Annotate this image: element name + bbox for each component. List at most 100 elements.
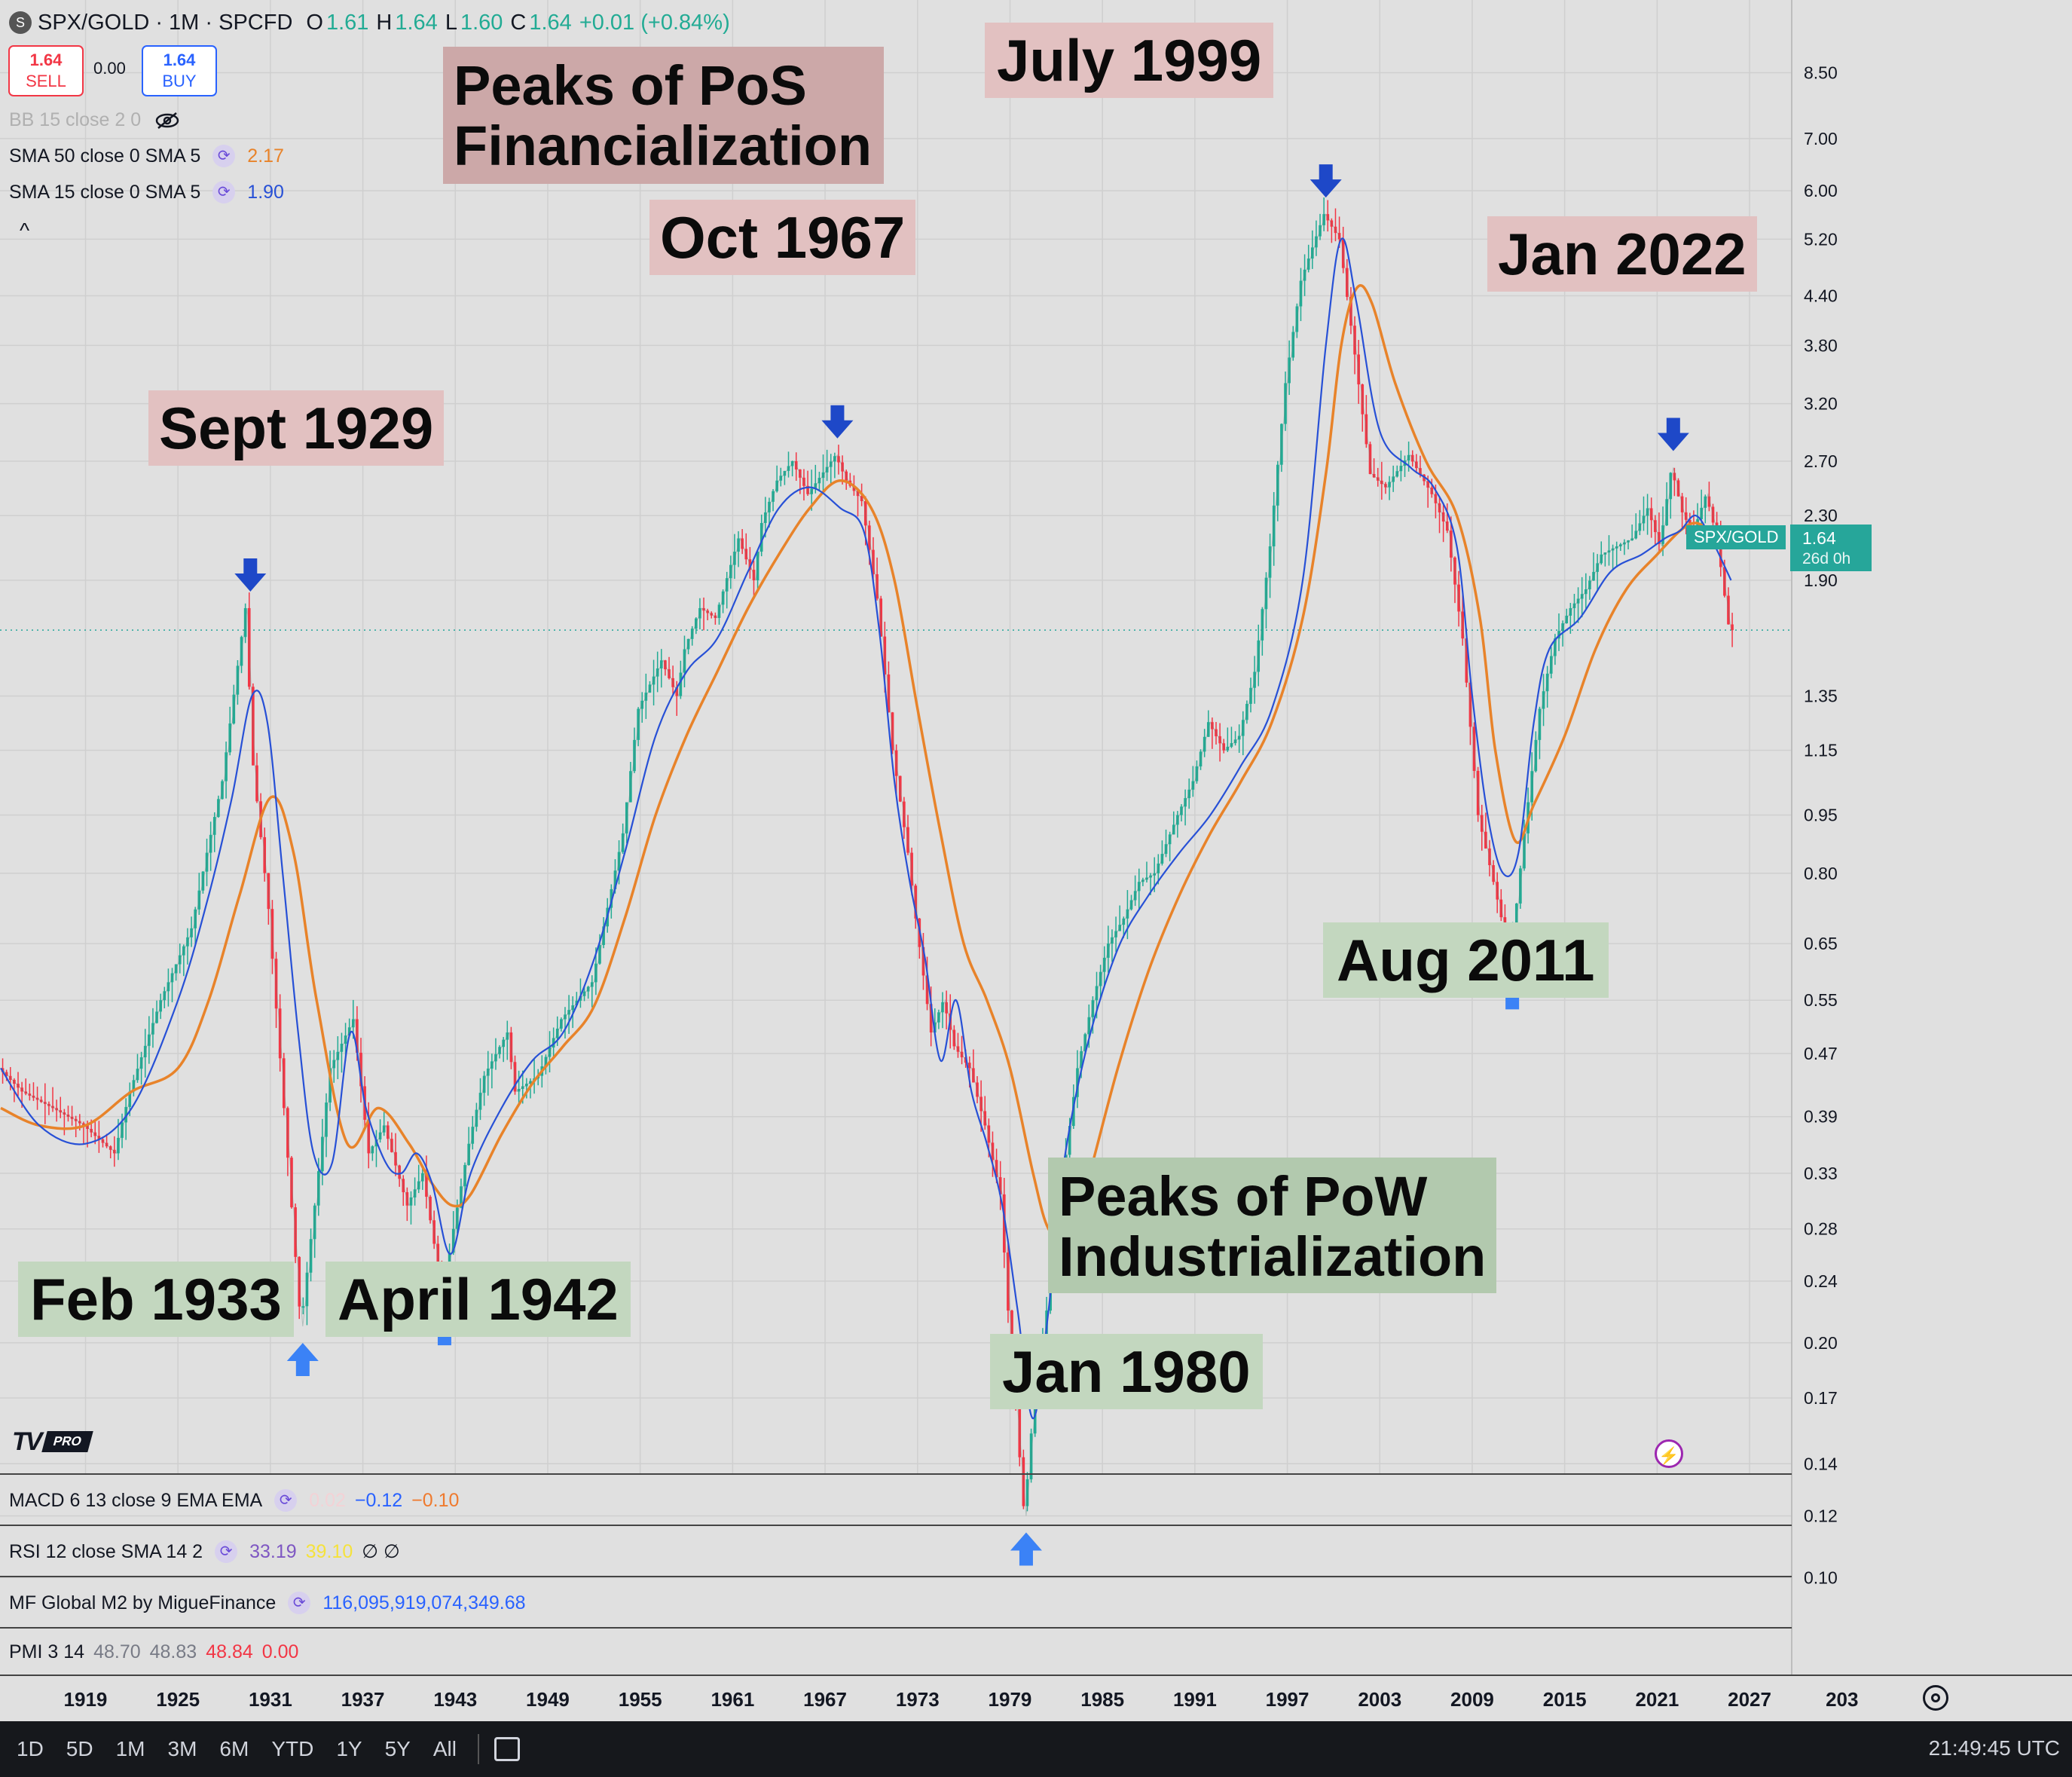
price-candle-body xyxy=(582,991,586,996)
price-candle-body xyxy=(898,775,902,802)
price-candle-body xyxy=(498,1047,501,1054)
peak-arrow-icon xyxy=(821,405,854,439)
timeframe-1m[interactable]: 1M xyxy=(115,1737,145,1760)
price-candle-body xyxy=(1306,258,1310,270)
price-candle-body xyxy=(128,1091,132,1107)
price-axis-label: 6.00 xyxy=(1804,181,1838,200)
price-candle-body xyxy=(1557,631,1560,639)
price-candle-body xyxy=(1719,538,1722,567)
price-candle-body xyxy=(833,456,836,462)
bb-label: BB 15 close 2 0 xyxy=(9,109,142,130)
price-candle-body xyxy=(1415,461,1418,469)
utc-clock[interactable]: 21:49:45 UTC xyxy=(1928,1736,2060,1760)
price-candle-body xyxy=(506,1032,509,1040)
timeframe-all[interactable]: All xyxy=(432,1737,457,1760)
timeframe-6m[interactable]: 6M xyxy=(219,1737,249,1760)
high-value: 1.64 xyxy=(395,10,438,35)
price-candle-body xyxy=(270,909,274,959)
price-candle-body xyxy=(1642,515,1646,524)
price-candle-body xyxy=(683,649,686,673)
price-candle-body xyxy=(810,488,813,494)
price-candle-body xyxy=(321,1136,324,1172)
price-candle-body xyxy=(1218,736,1221,744)
pmi-value-4: 0.00 xyxy=(261,1641,299,1662)
pmi-pane[interactable]: PMI 3 14 48.70 48.83 48.84 0.00 xyxy=(0,1627,1792,1675)
macd-pane[interactable]: MACD 6 13 close 9 EMA EMA ⟳ 0.02 −0.12 −… xyxy=(0,1473,1792,1526)
price-axis-label: 0.20 xyxy=(1804,1333,1838,1353)
price-candle-body xyxy=(486,1068,490,1076)
price-candle-body xyxy=(976,1082,979,1097)
price-candle-body xyxy=(1226,746,1230,751)
symbol-title[interactable]: SPX/GOLD · 1M · SPCFD xyxy=(38,10,293,35)
price-chart[interactable]: 8.50 7.00 6.00 5.20 4.40 3.80 3.20 2.70 2.30 1.90… xyxy=(0,0,2072,1675)
price-candle-body xyxy=(1453,557,1456,585)
sell-button[interactable]: 1.64 SELL xyxy=(8,45,84,96)
price-candle-body xyxy=(382,1125,386,1133)
price-candle-body xyxy=(378,1132,382,1139)
price-candle-body xyxy=(97,1136,101,1139)
sync-icon[interactable]: ⟳ xyxy=(274,1489,298,1512)
m2-pane[interactable]: MF Global M2 by MigueFinance ⟳ 116,095,9… xyxy=(0,1576,1792,1629)
sync-icon[interactable]: ⟳ xyxy=(212,181,236,203)
settings-gear-icon[interactable] xyxy=(1923,1685,1948,1711)
sync-icon[interactable]: ⟳ xyxy=(212,145,236,167)
price-axis-label: 0.33 xyxy=(1804,1164,1838,1183)
price-candle-body xyxy=(217,799,220,818)
price-candle-body xyxy=(868,525,871,550)
timeframe-1d[interactable]: 1D xyxy=(17,1737,44,1760)
sync-icon[interactable]: ⟳ xyxy=(215,1540,238,1563)
buy-label: BUY xyxy=(162,72,197,90)
price-candle-body xyxy=(964,1057,967,1063)
price-candle-body xyxy=(78,1121,81,1124)
timeframe-5d[interactable]: 5D xyxy=(66,1737,93,1760)
price-candle-body xyxy=(1322,214,1325,225)
calendar-icon[interactable] xyxy=(494,1737,520,1761)
price-candle-body xyxy=(1230,743,1233,747)
price-candle-body xyxy=(903,801,906,827)
price-candle-body xyxy=(1588,580,1591,589)
price-candle-body xyxy=(190,928,193,937)
price-candle-body xyxy=(197,890,201,910)
price-candle-body xyxy=(101,1139,105,1143)
price-candle-body xyxy=(894,750,898,776)
price-candle-body xyxy=(1111,937,1114,944)
chevron-up-icon[interactable]: ^ xyxy=(20,219,30,242)
time-axis[interactable]: 1919 1925 1931 1937 1943 1949 1955 1961 1967 1973… xyxy=(0,1675,2072,1721)
timeframe-ytd[interactable]: YTD xyxy=(271,1737,314,1760)
rsi-pane[interactable]: RSI 12 close SMA 14 2 ⟳ 33.19 39.10 ∅ ∅ xyxy=(0,1525,1792,1577)
price-candle-body xyxy=(340,1043,344,1052)
lightning-icon[interactable]: ⚡ xyxy=(1655,1439,1683,1468)
legend-sma50[interactable]: SMA 50 close 0 SMA 5 ⟳ 2.17 xyxy=(9,145,284,167)
price-axis-label: 4.40 xyxy=(1804,286,1838,306)
timeframe-1y[interactable]: 1Y xyxy=(336,1737,362,1760)
legend-sma15[interactable]: SMA 15 close 0 SMA 5 ⟳ 1.90 xyxy=(9,181,284,203)
price-candle-body xyxy=(887,674,891,713)
time-axis-label: 2003 xyxy=(1358,1688,1402,1711)
legend-bb[interactable]: BB 15 close 2 0 xyxy=(9,109,180,131)
price-candle-body xyxy=(1441,512,1445,521)
price-candle-body xyxy=(178,955,182,965)
price-candle-body xyxy=(417,1181,420,1190)
price-candle-body xyxy=(633,739,636,772)
price-candle-body xyxy=(987,1125,991,1143)
timeframe-3m[interactable]: 3M xyxy=(167,1737,197,1760)
price-candle-body xyxy=(1607,550,1611,553)
price-candle-body xyxy=(1346,268,1349,297)
price-candle-body xyxy=(1434,494,1438,503)
price-candle-body xyxy=(695,618,698,629)
timeframe-5y[interactable]: 5Y xyxy=(384,1737,411,1760)
price-candle-body xyxy=(1484,831,1487,849)
price-candle-body xyxy=(90,1129,93,1133)
pro-badge: PRO xyxy=(41,1431,94,1452)
price-candle-body xyxy=(979,1096,983,1112)
buy-button[interactable]: 1.64 BUY xyxy=(142,45,217,96)
eye-off-icon[interactable] xyxy=(154,112,180,130)
price-candle-body xyxy=(163,991,167,1001)
symbol-icon[interactable]: S xyxy=(9,11,32,34)
peak-arrow-icon xyxy=(234,558,267,592)
price-candle-body xyxy=(13,1079,16,1084)
time-axis-label: 1919 xyxy=(63,1688,108,1711)
tradingview-logo[interactable]: TV PRO xyxy=(12,1427,119,1456)
price-candle-body xyxy=(1029,1433,1033,1479)
sync-icon[interactable]: ⟳ xyxy=(288,1592,311,1614)
